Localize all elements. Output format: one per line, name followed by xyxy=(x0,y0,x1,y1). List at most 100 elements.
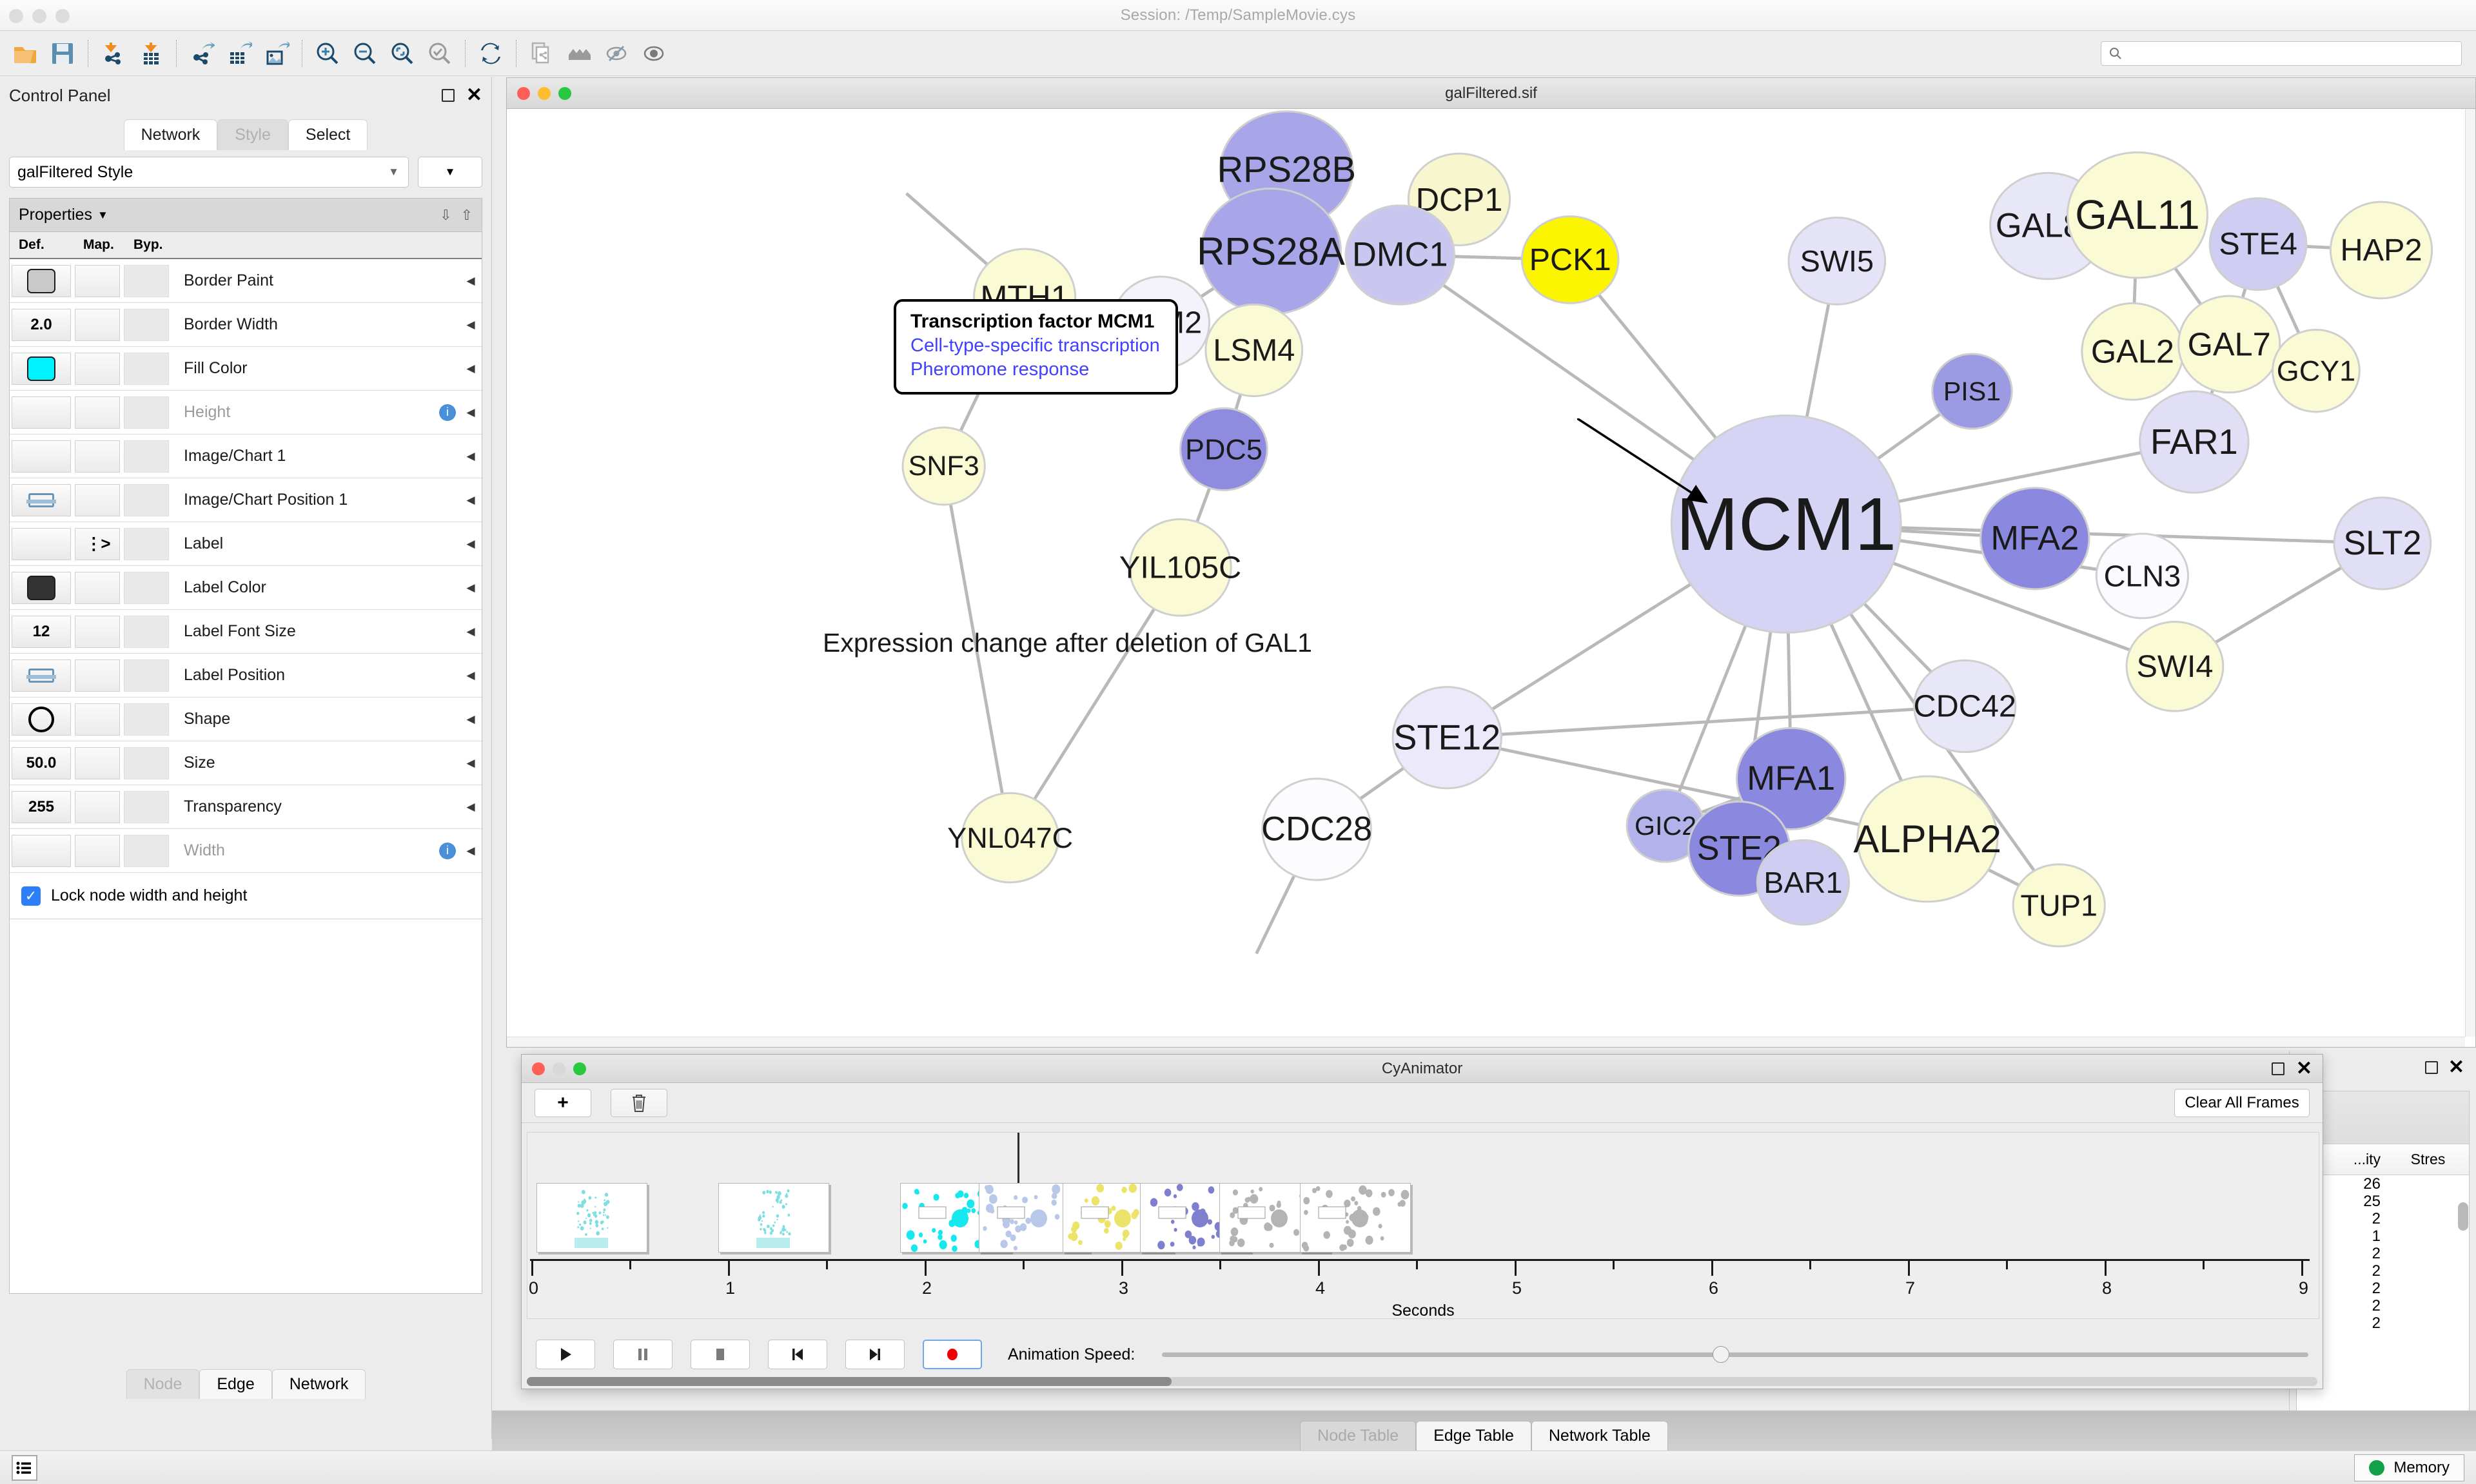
expand-property-icon[interactable]: ◀ xyxy=(460,625,482,638)
add-frame-button[interactable]: + xyxy=(535,1089,591,1117)
tab-style[interactable]: Style xyxy=(217,119,288,150)
float-table-panel-icon[interactable] xyxy=(2425,1061,2438,1074)
new-network-icon[interactable] xyxy=(523,35,560,72)
network-node[interactable]: LSM4 xyxy=(1206,304,1302,396)
network-horizontal-scrollbar[interactable] xyxy=(507,1037,2465,1047)
window-controls[interactable] xyxy=(9,9,70,23)
property-row[interactable]: Image/Chart Position 1 ◀ xyxy=(10,478,482,522)
network-node[interactable]: PDC5 xyxy=(1181,408,1268,490)
zoom-fit-icon[interactable] xyxy=(384,35,421,72)
timeline-frame[interactable] xyxy=(1300,1183,1411,1253)
property-bypass-cell[interactable] xyxy=(124,791,169,823)
tab-network-table[interactable]: Network Table xyxy=(1531,1421,1668,1450)
property-default-cell[interactable]: 2.0 xyxy=(12,309,71,341)
expand-property-icon[interactable]: ◀ xyxy=(460,362,482,375)
style-dropdown[interactable]: galFiltered Style ▼ xyxy=(9,157,409,188)
float-panel-icon[interactable] xyxy=(442,89,455,102)
expand-property-icon[interactable]: ◀ xyxy=(460,318,482,331)
style-options-dropdown[interactable]: ▼ xyxy=(418,157,482,188)
search-input[interactable] xyxy=(2101,41,2462,66)
animation-speed-slider[interactable] xyxy=(1162,1340,2308,1369)
property-mapping-cell[interactable] xyxy=(75,440,120,473)
network-node[interactable]: FAR1 xyxy=(2140,391,2248,493)
table-scrollbar[interactable] xyxy=(2458,1202,2468,1231)
expand-property-icon[interactable]: ◀ xyxy=(460,713,482,726)
property-bypass-cell[interactable] xyxy=(124,309,169,341)
play-button[interactable] xyxy=(536,1340,595,1369)
property-bypass-cell[interactable] xyxy=(124,396,169,429)
close-panel-icon[interactable]: ✕ xyxy=(466,89,482,102)
close-network-dot[interactable] xyxy=(517,87,530,100)
property-default-cell[interactable] xyxy=(12,353,71,385)
network-node[interactable]: SWI5 xyxy=(1789,217,1885,304)
expand-property-icon[interactable]: ◀ xyxy=(460,406,482,419)
minimize-network-dot[interactable] xyxy=(538,87,551,100)
property-bypass-cell[interactable] xyxy=(124,353,169,385)
bottom-tab-edge[interactable]: Edge xyxy=(199,1369,271,1399)
network-node[interactable]: GCY1 xyxy=(2273,330,2360,412)
color-swatch[interactable] xyxy=(27,576,55,600)
property-default-cell[interactable] xyxy=(12,659,71,692)
open-folder-icon[interactable] xyxy=(6,35,44,72)
export-network-icon[interactable] xyxy=(183,35,221,72)
network-node[interactable]: BAR1 xyxy=(1757,840,1849,924)
property-mapping-cell[interactable] xyxy=(75,265,120,297)
property-mapping-cell[interactable] xyxy=(75,572,120,604)
color-swatch[interactable] xyxy=(27,356,55,381)
property-row[interactable]: ⋮> Label ◀ xyxy=(10,522,482,566)
stop-button[interactable] xyxy=(691,1340,750,1369)
property-row[interactable]: Image/Chart 1 ◀ xyxy=(10,434,482,478)
property-mapping-cell[interactable] xyxy=(75,484,120,516)
property-row[interactable]: Width i ◀ xyxy=(10,829,482,873)
memory-status-button[interactable]: Memory xyxy=(2354,1454,2464,1481)
property-row[interactable]: 255 Transparency ◀ xyxy=(10,785,482,829)
property-mapping-cell[interactable] xyxy=(75,791,120,823)
delete-frame-button[interactable] xyxy=(611,1089,667,1117)
import-network-icon[interactable] xyxy=(95,35,132,72)
property-default-cell[interactable]: 12 xyxy=(12,616,71,648)
refresh-icon[interactable] xyxy=(472,35,509,72)
property-row[interactable]: 12 Label Font Size ◀ xyxy=(10,610,482,654)
tab-node-table[interactable]: Node Table xyxy=(1300,1421,1416,1450)
expand-property-icon[interactable]: ◀ xyxy=(460,757,482,770)
pause-button[interactable] xyxy=(613,1340,673,1369)
cyanimator-timeline[interactable]: 0 1 2 3 4 5 6 7 8 9 Seconds xyxy=(527,1132,2319,1319)
destroy-network-icon[interactable] xyxy=(560,35,598,72)
network-node[interactable]: PIS1 xyxy=(1932,354,2012,429)
info-icon[interactable]: i xyxy=(439,843,456,859)
search-field[interactable] xyxy=(2127,45,2461,62)
network-window-controls[interactable] xyxy=(517,87,571,100)
network-node[interactable]: HAP2 xyxy=(2330,202,2432,298)
properties-menu-icon[interactable]: ▼ xyxy=(97,209,108,222)
network-node[interactable]: TUP1 xyxy=(2013,864,2105,946)
slider-knob[interactable] xyxy=(1713,1346,1729,1363)
property-default-cell[interactable] xyxy=(12,835,71,867)
prev-frame-button[interactable] xyxy=(768,1340,827,1369)
expand-property-icon[interactable]: ◀ xyxy=(460,538,482,551)
show-all-icon[interactable] xyxy=(635,35,673,72)
lock-node-size-checkbox[interactable]: ✓ xyxy=(21,886,41,906)
property-bypass-cell[interactable] xyxy=(124,440,169,473)
property-mapping-cell[interactable] xyxy=(75,309,120,341)
next-frame-button[interactable] xyxy=(845,1340,905,1369)
expand-property-icon[interactable]: ◀ xyxy=(460,275,482,288)
mcm1-annotation-box[interactable]: Transcription factor MCM1 Cell-type-spec… xyxy=(894,299,1178,395)
network-node[interactable]: SNF3 xyxy=(903,427,985,505)
network-node[interactable]: GAL7 xyxy=(2179,296,2280,393)
network-node[interactable]: CDC42 xyxy=(1913,660,2016,752)
tab-edge-table[interactable]: Edge Table xyxy=(1416,1421,1531,1450)
property-mapping-cell[interactable] xyxy=(75,396,120,429)
property-default-cell[interactable] xyxy=(12,440,71,473)
property-bypass-cell[interactable] xyxy=(124,616,169,648)
network-vertical-scrollbar[interactable] xyxy=(2465,109,2475,1037)
expand-property-icon[interactable]: ◀ xyxy=(460,845,482,857)
property-mapping-cell[interactable] xyxy=(75,747,120,779)
property-row[interactable]: 2.0 Border Width ◀ xyxy=(10,303,482,347)
property-row[interactable]: Label Color ◀ xyxy=(10,566,482,610)
position-icon[interactable] xyxy=(28,493,54,507)
maximize-network-dot[interactable] xyxy=(558,87,571,100)
collapse-all-icon[interactable]: ⇧ xyxy=(461,207,473,224)
property-default-cell[interactable] xyxy=(12,703,71,736)
close-window-dot[interactable] xyxy=(9,9,23,23)
zoom-in-icon[interactable] xyxy=(309,35,346,72)
